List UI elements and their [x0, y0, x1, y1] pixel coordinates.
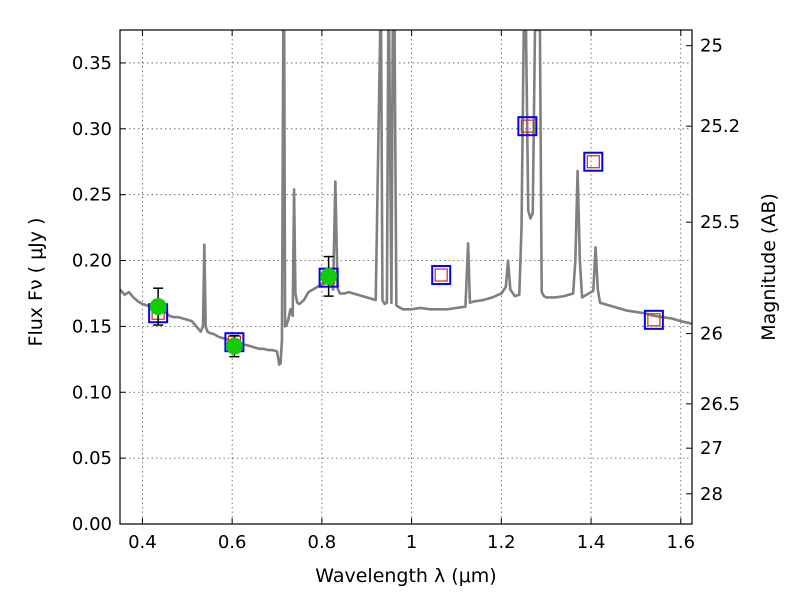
- model-photometry-inner-box: [434, 268, 448, 282]
- observed-marker: [320, 267, 338, 285]
- y-tick-label: 0.05: [72, 448, 112, 469]
- model-photometry-point: [431, 265, 452, 286]
- model-photometry-inner-box: [647, 313, 661, 327]
- y-tick-label: 0.30: [72, 119, 112, 140]
- x-tick-label: 0.8: [308, 532, 337, 553]
- model-photometry-point: [583, 151, 604, 172]
- y-tick-label: 0.35: [72, 53, 112, 74]
- y-tick-label: 0.00: [72, 514, 112, 535]
- x-axis-label: Wavelength λ (μm): [315, 565, 496, 587]
- model-photometry-box: [583, 151, 604, 172]
- right-tick-label: 25: [700, 36, 723, 57]
- x-tick-label: 0.4: [128, 532, 157, 553]
- y-axis-label: Flux Fν ( μJy ): [25, 218, 47, 347]
- y-tick-label: 0.15: [72, 316, 112, 337]
- right-tick-label: 27: [700, 438, 723, 459]
- x-tick-label: 0.6: [218, 532, 247, 553]
- model-photometry-point: [643, 309, 664, 330]
- grid: [120, 30, 692, 524]
- y-tick-label: 0.20: [72, 251, 112, 272]
- right-tick-label: 25.2: [700, 116, 740, 137]
- model-photometry-inner-box: [586, 155, 600, 169]
- x-tick-label: 1.4: [577, 532, 606, 553]
- x-tick-label: 1.6: [666, 532, 695, 553]
- model-photometry-box: [431, 265, 452, 286]
- x-tick-label: 1.2: [487, 532, 516, 553]
- y-tick-label: 0.25: [72, 185, 112, 206]
- model-photometry-box: [517, 116, 538, 137]
- right-axis-label: Magnitude (AB): [758, 193, 780, 341]
- plot-frame: [119, 29, 693, 525]
- x-tick-label: 1: [406, 532, 417, 553]
- markers: [148, 116, 664, 358]
- right-tick-label: 28: [700, 484, 723, 505]
- observed-photometry-point: [149, 287, 167, 326]
- model-spectrum-line: [120, 30, 692, 366]
- right-tick-label: 26: [700, 324, 723, 345]
- model-photometry-point: [517, 116, 538, 137]
- y-tick-label: 0.10: [72, 382, 112, 403]
- model-photometry-inner-box: [520, 119, 534, 133]
- model-photometry-box: [643, 309, 664, 330]
- right-tick-label: 25.5: [700, 212, 740, 233]
- observed-marker: [149, 298, 167, 316]
- observed-marker: [225, 337, 243, 355]
- plot-area: [120, 30, 692, 366]
- ticks: 0.4 0.6 0.8 1 1.2 1.4 1.6 0.00 0.05 0.10 0.15 0.20 0…: [72, 30, 740, 553]
- right-tick-label: 26.5: [700, 394, 740, 415]
- observed-photometry-point: [225, 334, 243, 358]
- observed-photometry-point: [320, 255, 338, 297]
